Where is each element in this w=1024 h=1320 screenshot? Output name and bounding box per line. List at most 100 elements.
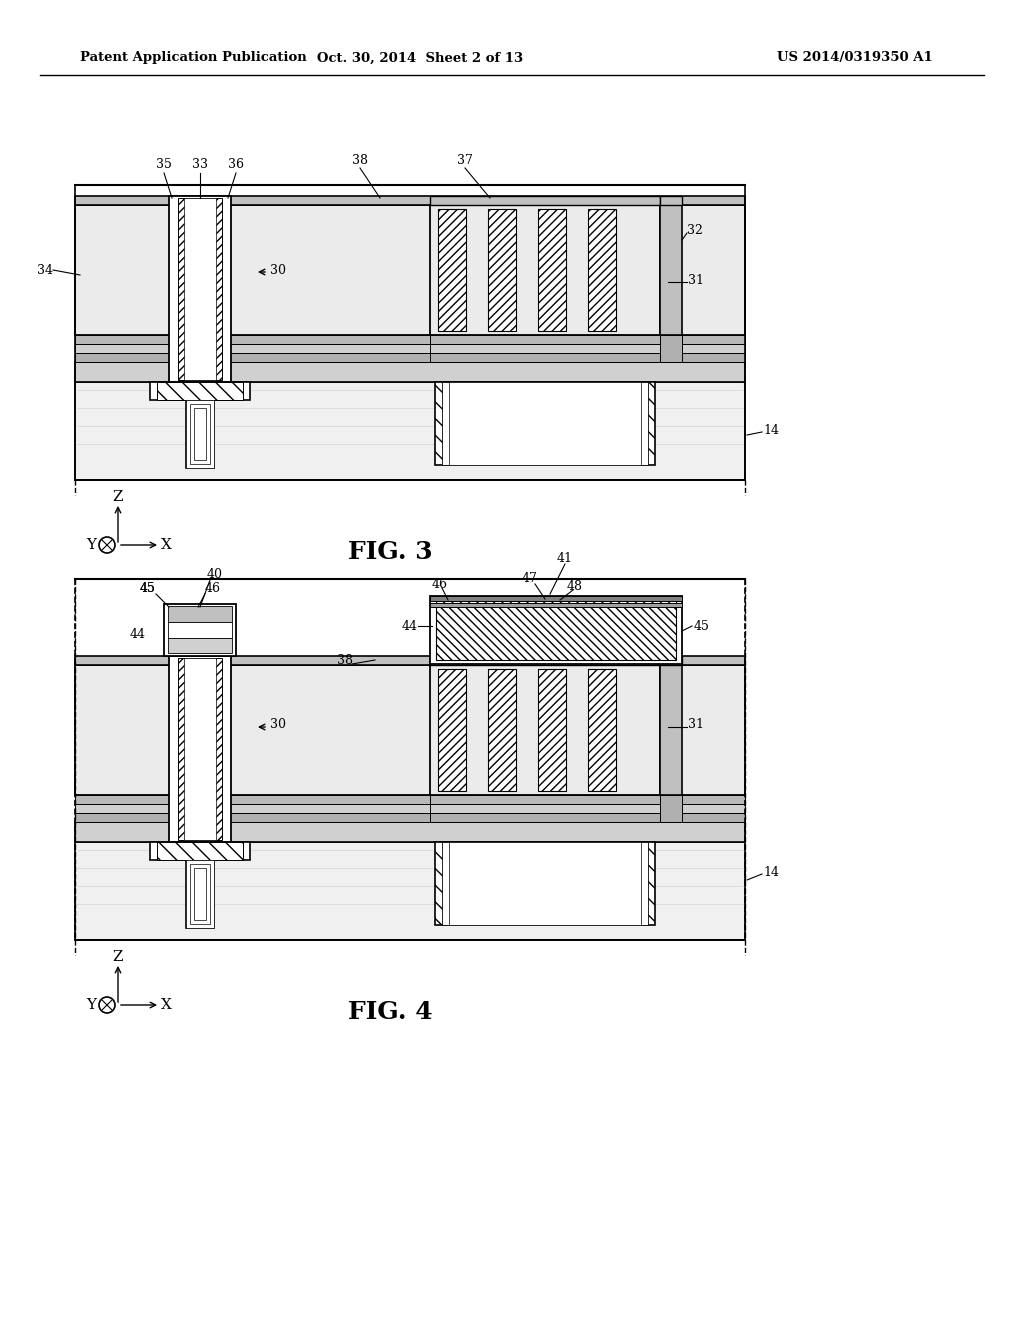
Bar	[660, 665, 682, 795]
Bar	[538, 669, 566, 791]
Bar	[430, 813, 660, 822]
Bar	[449, 842, 641, 925]
Text: Patent Application Publication: Patent Application Publication	[80, 51, 307, 65]
Bar	[190, 404, 210, 465]
Bar	[169, 195, 231, 381]
Text: X: X	[161, 539, 171, 552]
Bar	[178, 657, 222, 840]
Bar	[660, 195, 682, 205]
Bar	[150, 381, 250, 400]
Text: 34: 34	[37, 264, 53, 276]
Text: 38: 38	[337, 655, 353, 668]
Bar	[430, 665, 660, 795]
Bar	[488, 669, 516, 791]
Bar	[436, 601, 676, 660]
Bar	[75, 842, 745, 940]
Bar	[75, 795, 745, 804]
Bar	[430, 656, 660, 665]
Text: 47: 47	[522, 573, 538, 586]
Text: X: X	[161, 998, 171, 1012]
Bar	[75, 195, 745, 205]
Text: 30: 30	[270, 718, 286, 731]
Bar	[660, 656, 682, 665]
Bar	[588, 209, 616, 331]
Bar	[75, 813, 745, 822]
Bar	[538, 209, 566, 331]
Text: 45: 45	[694, 619, 710, 632]
Bar	[438, 669, 466, 791]
Bar	[430, 345, 660, 352]
Text: FIG. 4: FIG. 4	[348, 1001, 432, 1024]
Text: 14: 14	[763, 866, 779, 879]
Bar	[430, 597, 682, 664]
Bar	[435, 842, 655, 925]
Text: 38: 38	[352, 153, 368, 166]
Bar	[430, 603, 682, 607]
Text: 46: 46	[432, 578, 449, 590]
Bar	[168, 606, 232, 622]
Bar	[157, 842, 243, 861]
Bar	[660, 335, 682, 362]
Bar	[430, 597, 682, 601]
Bar	[186, 400, 214, 469]
Bar	[435, 381, 655, 465]
Bar	[75, 352, 745, 362]
Bar	[430, 195, 660, 205]
Text: Z: Z	[113, 950, 123, 964]
Text: 37: 37	[457, 153, 473, 166]
Text: US 2014/0319350 A1: US 2014/0319350 A1	[777, 51, 933, 65]
Text: FIG. 3: FIG. 3	[348, 540, 432, 564]
Bar	[186, 861, 214, 928]
Bar	[660, 205, 682, 335]
Bar	[75, 804, 745, 813]
Text: 40: 40	[207, 568, 223, 581]
Bar	[442, 381, 648, 465]
Text: Y: Y	[86, 539, 96, 552]
Bar	[194, 869, 206, 920]
Bar	[438, 209, 466, 331]
Text: Y: Y	[86, 998, 96, 1012]
Bar	[442, 842, 648, 925]
Bar	[150, 842, 250, 861]
Bar	[430, 205, 660, 335]
Bar	[588, 669, 616, 791]
Text: 44: 44	[130, 628, 146, 642]
Bar	[75, 205, 745, 335]
Bar	[169, 656, 231, 842]
Text: 41: 41	[557, 553, 573, 565]
Bar	[488, 209, 516, 331]
Bar	[75, 381, 745, 480]
Bar	[430, 795, 660, 804]
Text: 44: 44	[402, 619, 418, 632]
Bar	[75, 822, 745, 842]
Bar	[164, 605, 236, 656]
Bar	[75, 665, 745, 795]
Text: 14: 14	[763, 424, 779, 437]
Text: 32: 32	[687, 223, 702, 236]
Text: 36: 36	[228, 158, 244, 172]
Bar	[75, 345, 745, 352]
Text: 33: 33	[193, 158, 208, 172]
Bar	[75, 362, 745, 381]
Bar	[430, 352, 660, 362]
Text: Z: Z	[113, 490, 123, 504]
Text: 45: 45	[140, 582, 156, 595]
Bar	[430, 335, 660, 345]
Text: 46: 46	[205, 582, 221, 595]
Bar	[178, 198, 222, 380]
Bar	[168, 622, 232, 638]
Bar	[186, 861, 214, 928]
Bar	[186, 400, 214, 469]
Bar	[184, 198, 216, 380]
Bar	[75, 335, 745, 345]
Bar	[430, 804, 660, 813]
Text: 31: 31	[688, 718, 705, 731]
Text: 31: 31	[688, 273, 705, 286]
Bar	[168, 638, 232, 653]
Bar	[184, 657, 216, 840]
Text: 48: 48	[567, 579, 583, 593]
Bar	[194, 408, 206, 459]
Bar	[449, 381, 641, 465]
Text: 35: 35	[156, 158, 172, 172]
Bar	[75, 656, 745, 665]
